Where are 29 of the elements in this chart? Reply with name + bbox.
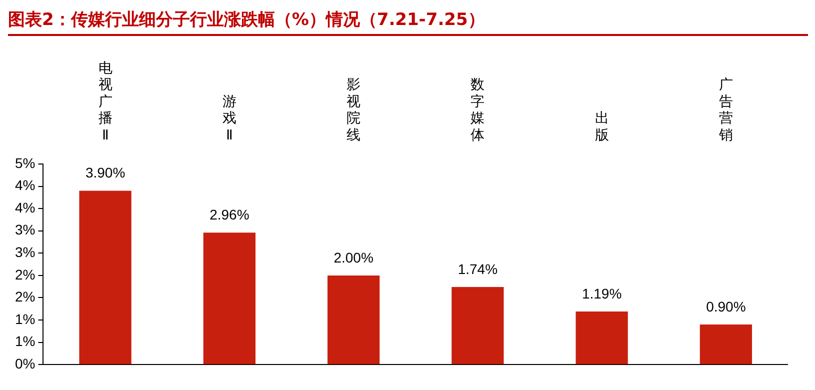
y-tick-label: 4%: [15, 199, 36, 216]
x-tick-label: 影视院线: [346, 76, 361, 142]
y-tick-label: 2%: [15, 266, 36, 282]
y-tick-label: 5%: [15, 154, 36, 171]
data-label: 2.00%: [334, 249, 374, 266]
bar: [79, 190, 132, 364]
data-label: 1.74%: [458, 260, 498, 277]
bar: [327, 275, 380, 364]
y-tick-label: 4%: [15, 177, 36, 194]
data-label: 1.19%: [582, 285, 622, 302]
data-label: 2.96%: [210, 206, 250, 223]
bar: [576, 312, 628, 364]
data-label: 3.90%: [85, 164, 126, 181]
bar: [203, 232, 256, 364]
data-label: 0.90%: [706, 298, 746, 314]
bar: [452, 287, 504, 364]
y-tick-label: 2%: [15, 288, 36, 305]
x-tick-label: 出版: [594, 110, 609, 142]
y-tick-label: 3%: [15, 244, 36, 260]
bar: [700, 324, 752, 364]
y-tick-label: 3%: [15, 222, 36, 238]
y-tick-label: 0%: [15, 355, 36, 372]
x-tick-label: 游戏Ⅱ: [222, 92, 236, 142]
x-tick-label: 电视广播Ⅱ: [98, 59, 112, 142]
chart-title: 图表2：传媒行业细分子行业涨跌幅（%）情况（7.21-7.25）: [8, 8, 808, 36]
x-tick-label: 数字媒体: [470, 76, 485, 142]
y-tick-label: 1%: [15, 310, 36, 327]
x-tick-label: 广告营销: [718, 76, 733, 142]
y-tick-label: 1%: [15, 333, 36, 350]
